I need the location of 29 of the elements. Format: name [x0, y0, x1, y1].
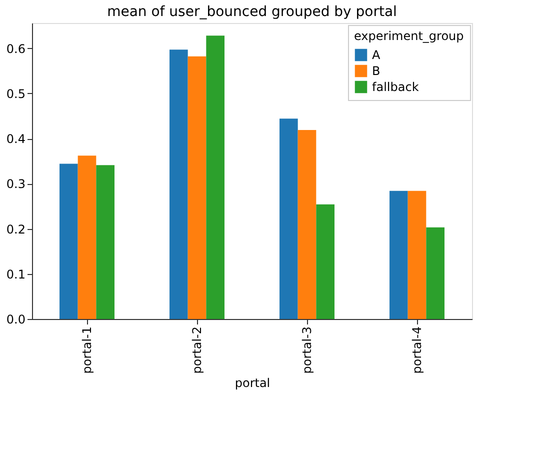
bar	[426, 227, 444, 319]
x-tick-label: portal-3	[300, 326, 314, 374]
bar	[96, 165, 114, 319]
bar	[60, 164, 78, 319]
bar	[298, 130, 316, 319]
bar	[188, 56, 206, 319]
x-tick-label: portal-1	[80, 326, 94, 374]
x-tick-label: portal-2	[190, 326, 204, 374]
bar	[280, 118, 298, 319]
bar	[170, 50, 188, 319]
bar	[408, 190, 426, 319]
y-tick-label: 0.5	[6, 86, 26, 101]
y-tick-label: 0.4	[6, 132, 26, 146]
legend-label: fallback	[372, 80, 419, 94]
bar	[390, 190, 408, 319]
y-tick-label: 0.0	[6, 312, 26, 326]
bar	[78, 156, 96, 319]
x-axis-title: portal	[234, 376, 270, 390]
legend-label: B	[372, 64, 380, 78]
y-tick-label: 0.3	[6, 177, 26, 192]
legend-title: experiment_group	[354, 29, 464, 43]
bar	[316, 204, 334, 319]
y-tick-label: 0.1	[6, 267, 26, 282]
legend-label: A	[372, 48, 381, 62]
x-tick-label: portal-4	[410, 326, 424, 374]
y-tick-label: 0.6	[6, 42, 26, 56]
y-tick-label: 0.2	[6, 222, 26, 236]
bar	[206, 36, 224, 319]
chart-title: mean of user_bounced grouped by portal	[107, 4, 397, 20]
